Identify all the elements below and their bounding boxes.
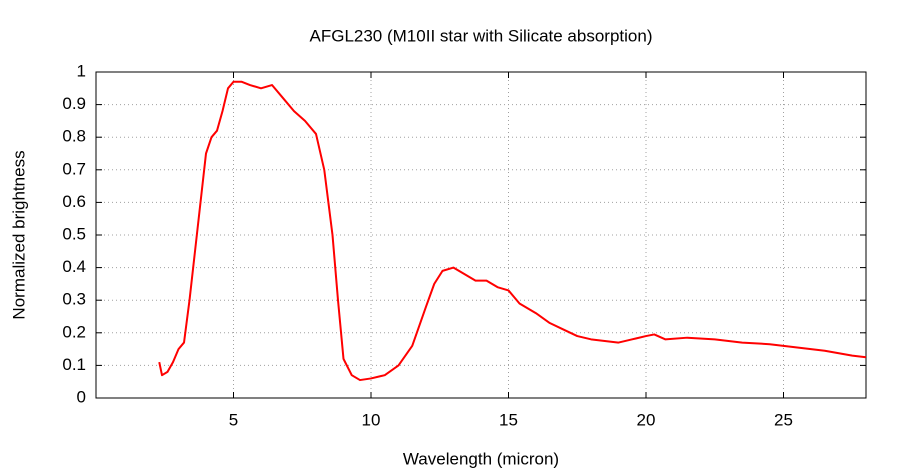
y-tick-label: 0: [77, 387, 86, 406]
y-tick-label: 0.2: [62, 322, 86, 341]
x-tick-label: 5: [229, 410, 238, 429]
data-line: [158, 80, 867, 382]
y-tick-label: 0.4: [62, 257, 86, 276]
y-tick-label: 0.9: [62, 94, 86, 113]
x-tick-label: 10: [362, 410, 381, 429]
chart-title: AFGL230 (M10II star with Silicate absorp…: [310, 26, 653, 45]
plot-frame: [95, 71, 867, 399]
y-axis-label: Normalized brightness: [9, 150, 28, 319]
x-tick-label: 25: [774, 410, 793, 429]
x-axis-label: Wavelength (micron): [403, 449, 559, 468]
y-tick-label: 0.5: [62, 224, 86, 243]
y-tick-label: 0.7: [62, 159, 86, 178]
y-tick-label: 0.6: [62, 192, 86, 211]
y-tick-label: 0.8: [62, 127, 86, 146]
x-tick-label: 15: [499, 410, 518, 429]
y-tick-label: 0.3: [62, 290, 86, 309]
y-tick-label: 0.1: [62, 355, 86, 374]
x-tick-label: 20: [637, 410, 656, 429]
y-tick-label: 1: [77, 61, 86, 80]
